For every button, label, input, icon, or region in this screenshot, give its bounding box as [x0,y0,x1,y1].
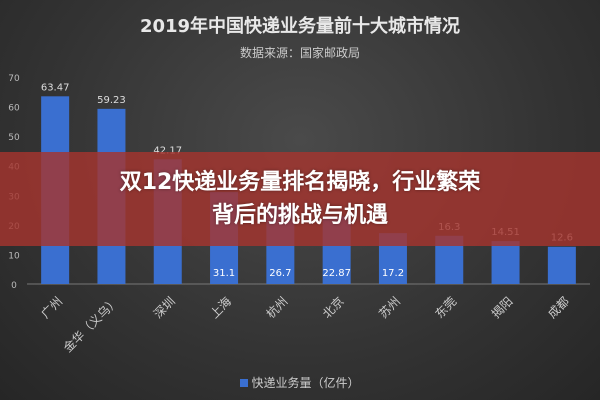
x-tick-label: 成都 [545,294,572,321]
x-tick-label: 东莞 [432,294,459,321]
y-tick-label: 50 [8,133,20,143]
legend-label: 快递业务量（亿件） [251,376,360,390]
headline-banner: 双12快递业务量排名揭晓，行业繁荣 背后的挑战与机遇 [0,152,600,246]
x-tick-label: 金华（义乌） [60,294,122,356]
y-tick-label: 60 [8,104,20,114]
bar [547,246,576,284]
data-label: 22.87 [322,268,351,279]
y-tick-label: 0 [11,281,17,291]
data-label: 63.47 [41,82,70,93]
chart-subtitle: 数据来源：国家邮政局 [239,46,360,60]
legend-swatch [240,379,249,387]
data-label: 31.1 [213,268,235,279]
x-tick-label: 苏州 [376,294,403,321]
x-tick-label: 深圳 [151,294,178,321]
y-tick-label: 70 [8,74,20,84]
x-tick-label: 广州 [38,294,65,321]
chart-title: 2019年中国快递业务量前十大城市情况 [139,16,461,37]
bar [491,241,520,284]
x-tick-label: 北京 [320,294,347,321]
headline-line-2: 背后的挑战与机遇 [211,203,388,228]
y-tick-label: 10 [8,251,20,261]
data-label: 42.17 [153,145,182,156]
legend: 快递业务量（亿件） [0,374,600,391]
data-label: 17.2 [382,268,404,279]
x-tick-label: 上海 [207,294,235,322]
data-label: 26.7 [269,268,291,279]
data-label: 59.23 [97,95,126,106]
x-tick-label: 杭州 [263,294,291,322]
x-tick-label: 揭阳 [488,294,516,322]
headline-line-1: 双12快递业务量排名揭晓，行业繁荣 [119,170,481,195]
